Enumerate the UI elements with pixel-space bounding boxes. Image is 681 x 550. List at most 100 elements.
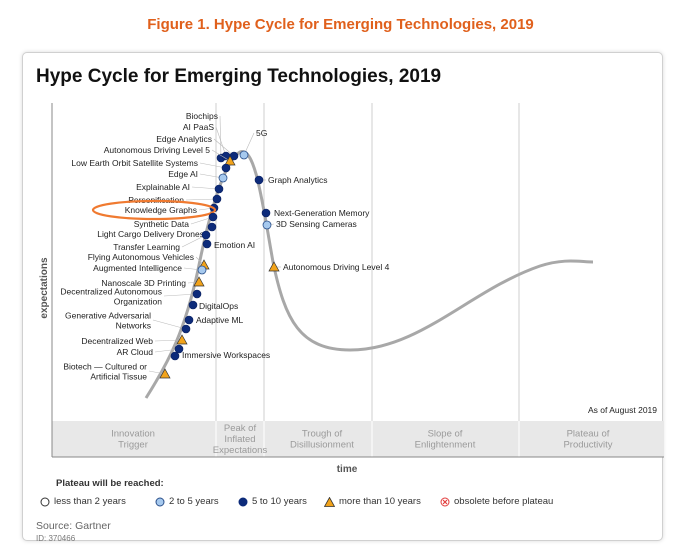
phase-label: Disillusionment [290, 440, 354, 451]
legend-label: less than 2 years [54, 496, 126, 507]
leader-line [163, 293, 198, 297]
marker-light-cargo-delivery-drones [207, 222, 217, 232]
tech-label-knowledge-graphs: Knowledge Graphs [125, 205, 197, 215]
leader-line [211, 149, 231, 162]
legend-label: more than 10 years [339, 496, 421, 507]
legend-item-obsolete: obsolete before plateau [440, 496, 553, 507]
legend-label: obsolete before plateau [454, 496, 554, 507]
tech-label-augmented-intelligence: Augmented Intelligence [93, 263, 182, 273]
tech-label-ai-paas: AI PaaS [183, 122, 215, 132]
marker-next-generation-memory [261, 208, 271, 218]
marker-3d-sensing-cameras [262, 220, 272, 230]
marker-emotion-ai [202, 239, 212, 249]
leader-line [199, 162, 227, 169]
figure-caption: Figure 1. Hype Cycle for Emerging Techno… [147, 16, 534, 33]
legend-item-lt2: less than 2 years [40, 496, 126, 507]
tech-label-autonomous-driving-level-5: Autonomous Driving Level 5 [104, 145, 211, 155]
tech-label-edge-analytics: Edge Analytics [156, 134, 212, 144]
tech-label-edge-ai: Edge AI [168, 169, 198, 179]
legend-label: 5 to 10 years [252, 496, 307, 507]
marker-ar-cloud [174, 344, 184, 354]
chart-panel [22, 52, 663, 541]
phase-label: Enlightenment [415, 440, 476, 451]
white-circle-icon [40, 497, 50, 506]
leader-line [181, 234, 207, 248]
source-id: ID: 370466 [36, 534, 76, 543]
marker-nanoscale-3d-printing [193, 276, 205, 287]
legend-item-gt10: more than 10 years [324, 496, 421, 507]
tech-label-biochips: Biochips [186, 111, 218, 121]
marker-decentralized-autonomous-organization [192, 289, 202, 299]
tech-label-3d-sensing-cameras: 3D Sensing Cameras [276, 219, 357, 229]
dark-blue-circle-icon [238, 497, 248, 506]
marker-immersive-workspaces [170, 351, 180, 361]
marker-graph-analytics [254, 175, 264, 185]
marker-low-earth-orbit-satellite-systems [221, 163, 231, 173]
leader-line [215, 126, 227, 157]
marker-edge-ai [218, 173, 228, 183]
marker-decentralized-web [176, 334, 188, 345]
tech-label-5g: 5G [256, 128, 267, 138]
tech-label-explainable-ai: Explainable AI [136, 182, 190, 192]
phase-band [52, 421, 664, 457]
leader-line [213, 138, 235, 157]
tech-label-generative-adversarial-networks: Generative Adversarial Networks [65, 311, 151, 331]
phase-label: Peak of [224, 423, 257, 434]
tech-label-next-generation-memory: Next-Generation Memory [274, 208, 370, 218]
leader-line [191, 186, 220, 190]
phase-label: Slope of [428, 429, 463, 440]
marker-synthetic-data [208, 212, 218, 222]
tech-label-autonomous-driving-level-4: Autonomous Driving Level 4 [283, 262, 390, 272]
tech-label-transfer-learning: Transfer Learning [113, 242, 180, 252]
orange-triangle-icon [324, 496, 335, 507]
phase-label: Trough of [302, 429, 343, 440]
tech-label-nanoscale-3d-printing: Nanoscale 3D Printing [101, 278, 186, 288]
legend-item-5to10: 5 to 10 years [238, 496, 307, 507]
tech-label-flying-autonomous-vehicles: Flying Autonomous Vehicles [88, 252, 194, 262]
marker-personification [212, 194, 222, 204]
chart-title: Hype Cycle for Emerging Technologies, 20… [36, 66, 442, 87]
tech-label-decentralized-web: Decentralized Web [81, 336, 153, 346]
leader-line [185, 198, 218, 201]
phase-label: Trigger [118, 440, 148, 451]
tech-label-decentralized-autonomous-organization: Decentralized Autonomous Organization [60, 287, 162, 307]
phase-label: Expectations [213, 445, 268, 456]
marker-transfer-learning [201, 230, 211, 240]
marker-adaptive-ml [184, 315, 194, 325]
phase-label: Innovation [111, 429, 155, 440]
marker-5g [239, 150, 249, 160]
legend-label: 2 to 5 years [169, 496, 219, 507]
obsolete-icon [440, 497, 450, 506]
leader-line [152, 319, 187, 330]
source-note: Source: Gartner [36, 520, 111, 532]
y-axis-label: expectations [39, 257, 50, 319]
tech-label-graph-analytics: Graph Analytics [268, 175, 328, 185]
tech-label-emotion-ai: Emotion AI [214, 240, 255, 250]
tech-label-digitalops: DigitalOps [199, 301, 238, 311]
tech-label-synthetic-data: Synthetic Data [134, 219, 190, 229]
leader-line [219, 115, 222, 159]
phase-label: Inflated [224, 434, 255, 445]
as-of-date: As of August 2019 [588, 405, 657, 415]
phase-label: Plateau of [567, 429, 610, 440]
marker-biotech-cultured-or-artificial-tissue [159, 368, 171, 379]
tech-label-ar-cloud: AR Cloud [117, 347, 154, 357]
phase-label: Productivity [563, 440, 612, 451]
leader-line [154, 339, 183, 342]
legend-item-2to5: 2 to 5 years [155, 496, 219, 507]
marker-generative-adversarial-networks [181, 324, 191, 334]
marker-explainable-ai [214, 184, 224, 194]
legend-title: Plateau will be reached: [56, 478, 164, 489]
tech-label-biotech-cultured-or-artificial-tissue: Biotech — Cultured or Artificial Tissue [63, 362, 147, 382]
x-axis-label: time [337, 464, 358, 475]
tech-label-light-cargo-delivery-drones: Light Cargo Delivery Drones [97, 229, 204, 239]
tech-label-low-earth-orbit-satellite-systems: Low Earth Orbit Satellite Systems [71, 158, 198, 168]
tech-label-immersive-workspaces: Immersive Workspaces [182, 350, 270, 360]
marker-autonomous-driving-level-4 [268, 261, 280, 272]
tech-label-adaptive-ml: Adaptive ML [196, 315, 244, 325]
marker-autonomous-driving-level-5 [224, 155, 236, 166]
marker-augmented-intelligence [197, 265, 207, 275]
marker-digitalops [188, 300, 198, 310]
highlight-ring [91, 199, 217, 221]
